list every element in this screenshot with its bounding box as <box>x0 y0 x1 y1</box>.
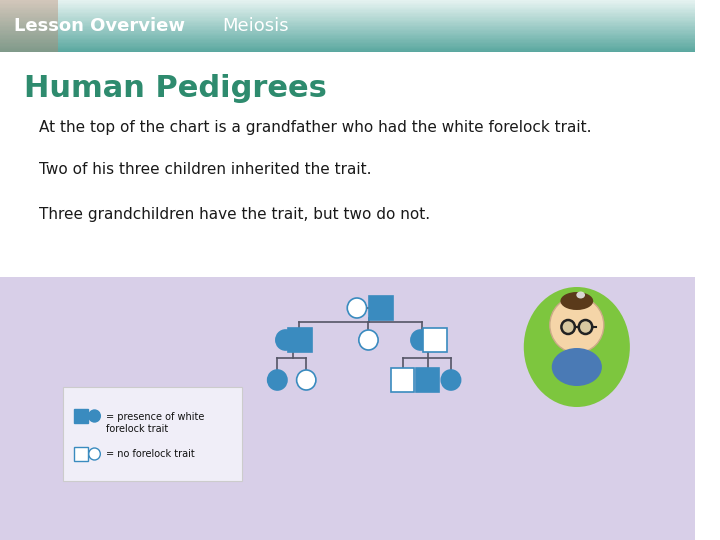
FancyBboxPatch shape <box>0 44 695 45</box>
Ellipse shape <box>523 287 630 407</box>
FancyBboxPatch shape <box>0 38 695 40</box>
Circle shape <box>297 370 316 390</box>
FancyBboxPatch shape <box>0 48 695 49</box>
FancyBboxPatch shape <box>0 49 695 51</box>
Circle shape <box>276 330 295 350</box>
FancyBboxPatch shape <box>0 2 695 4</box>
FancyBboxPatch shape <box>63 387 242 481</box>
FancyBboxPatch shape <box>0 29 695 31</box>
FancyBboxPatch shape <box>0 24 695 26</box>
FancyBboxPatch shape <box>0 31 695 32</box>
FancyBboxPatch shape <box>0 5 695 6</box>
Bar <box>74 409 88 423</box>
FancyBboxPatch shape <box>0 21 695 22</box>
FancyBboxPatch shape <box>0 19 695 21</box>
FancyBboxPatch shape <box>0 33 695 35</box>
FancyBboxPatch shape <box>0 28 695 30</box>
FancyBboxPatch shape <box>0 14 695 16</box>
FancyBboxPatch shape <box>0 6 695 8</box>
Circle shape <box>441 370 461 390</box>
Text: Human Pedigrees: Human Pedigrees <box>24 74 327 103</box>
Circle shape <box>562 320 575 334</box>
Circle shape <box>359 330 378 350</box>
Circle shape <box>347 298 366 318</box>
Ellipse shape <box>552 348 602 386</box>
FancyBboxPatch shape <box>0 22 695 23</box>
Text: Lesson Overview: Lesson Overview <box>14 17 186 35</box>
Circle shape <box>89 410 100 422</box>
FancyBboxPatch shape <box>0 40 695 42</box>
Bar <box>416 368 439 392</box>
FancyBboxPatch shape <box>0 1 695 3</box>
Circle shape <box>89 448 100 460</box>
Text: Meiosis: Meiosis <box>222 17 289 35</box>
FancyBboxPatch shape <box>0 16 695 18</box>
Bar <box>74 447 88 461</box>
FancyBboxPatch shape <box>0 41 695 43</box>
Text: = presence of white: = presence of white <box>106 412 204 422</box>
FancyBboxPatch shape <box>0 23 695 25</box>
FancyBboxPatch shape <box>0 3 695 5</box>
Circle shape <box>411 330 431 350</box>
Bar <box>369 296 392 320</box>
Text: At the top of the chart is a grandfather who had the white forelock trait.: At the top of the chart is a grandfather… <box>39 120 591 135</box>
Circle shape <box>550 297 604 353</box>
Text: forelock trait: forelock trait <box>106 424 168 434</box>
FancyBboxPatch shape <box>0 10 695 12</box>
FancyBboxPatch shape <box>0 27 695 29</box>
Text: Two of his three children inherited the trait.: Two of his three children inherited the … <box>39 162 371 177</box>
Bar <box>289 328 312 352</box>
FancyBboxPatch shape <box>0 50 695 52</box>
Text: Three grandchildren have the trait, but two do not.: Three grandchildren have the trait, but … <box>39 207 430 222</box>
FancyBboxPatch shape <box>0 18 695 19</box>
FancyBboxPatch shape <box>0 0 695 1</box>
Circle shape <box>579 320 593 334</box>
Ellipse shape <box>560 292 593 310</box>
FancyBboxPatch shape <box>0 32 695 34</box>
Circle shape <box>268 370 287 390</box>
Text: = no forelock trait: = no forelock trait <box>106 449 195 459</box>
FancyBboxPatch shape <box>0 37 695 39</box>
FancyBboxPatch shape <box>0 0 58 52</box>
Bar <box>0 277 695 540</box>
Bar <box>0 52 695 277</box>
FancyBboxPatch shape <box>0 46 695 48</box>
FancyBboxPatch shape <box>0 36 695 38</box>
FancyBboxPatch shape <box>0 15 695 17</box>
Bar <box>423 328 446 352</box>
FancyBboxPatch shape <box>0 11 695 13</box>
FancyBboxPatch shape <box>0 35 695 36</box>
Ellipse shape <box>576 292 585 299</box>
FancyBboxPatch shape <box>0 8 695 9</box>
Bar <box>391 368 414 392</box>
FancyBboxPatch shape <box>0 43 695 44</box>
FancyBboxPatch shape <box>0 25 695 28</box>
FancyBboxPatch shape <box>0 9 695 10</box>
FancyBboxPatch shape <box>0 12 695 14</box>
FancyBboxPatch shape <box>0 45 695 47</box>
